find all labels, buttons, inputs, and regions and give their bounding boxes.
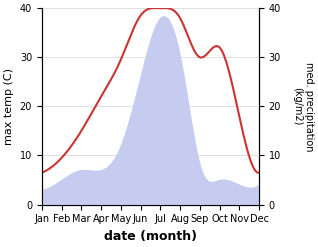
Y-axis label: max temp (C): max temp (C) — [4, 68, 14, 145]
X-axis label: date (month): date (month) — [104, 230, 197, 243]
Y-axis label: med. precipitation
(kg/m2): med. precipitation (kg/m2) — [292, 62, 314, 151]
